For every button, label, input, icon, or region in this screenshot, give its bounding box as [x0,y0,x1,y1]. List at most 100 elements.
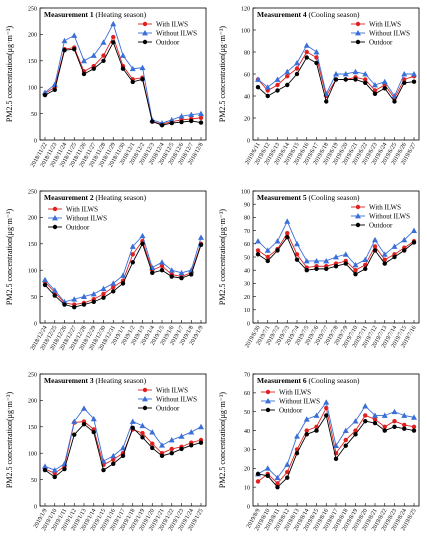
y-tick-label: 40 [244,429,250,435]
marker [285,82,290,88]
marker [285,235,290,240]
marker [372,417,378,422]
marker [411,424,417,429]
y-tick-label: 90 [244,203,250,209]
y-tick-label: 100 [28,452,37,458]
marker [343,261,348,266]
marker [169,451,174,456]
marker [255,248,261,253]
marker [355,204,361,210]
marker [265,473,270,479]
y-tick-label: 70 [244,372,250,378]
panel-title: Measurement 5 (Cooling season) [257,193,360,202]
marker [159,259,165,265]
y-tick-label: 40 [244,269,250,275]
y-tick-label: 0 [247,138,250,144]
marker [101,291,106,297]
y-tick-label: 250 [28,6,37,12]
legend-label: With ILWS [369,204,401,212]
marker [159,123,165,128]
marker [168,437,175,443]
legend-label: Without ILWS [66,215,107,223]
marker [304,268,309,273]
marker [323,257,330,264]
legend-label: Outdoor [369,222,393,230]
marker [355,30,361,36]
title-season: (Cooling season) [309,10,361,19]
series-line [44,235,202,303]
marker [51,467,58,473]
marker [189,272,194,277]
marker [159,268,165,273]
marker [101,58,106,63]
y-axis-label: PM2.5 concentration(μg·m⁻³) [218,392,227,489]
marker [314,266,319,272]
marker [324,413,329,418]
marker [81,57,87,64]
marker [169,120,174,126]
title-main: Measurement 1 [44,10,94,19]
marker [51,287,58,293]
marker [313,257,320,264]
marker [294,257,300,262]
marker [294,60,300,66]
y-tick-label: 50 [244,410,250,416]
marker [198,423,204,430]
marker [411,71,417,77]
marker [284,461,291,467]
marker [101,467,106,473]
marker [120,66,126,71]
marker [142,30,148,36]
panel: 0501001502002502018/11/222018/11/232018/… [5,6,207,168]
y-tick-label: 50 [31,295,37,301]
y-tick-label: 80 [244,216,250,222]
title-season: (Heating season) [96,10,147,19]
marker [159,263,165,269]
marker [372,412,378,418]
marker [294,433,300,439]
marker [61,37,68,44]
marker [198,234,204,240]
marker [314,428,319,433]
marker [352,261,359,268]
marker [72,304,77,310]
y-tick-label: 0 [247,504,250,510]
marker [274,76,281,82]
marker [139,64,146,71]
marker [362,256,369,263]
marker [130,79,135,85]
marker [90,415,97,422]
marker [294,252,300,257]
marker [52,206,58,212]
panel: 0102030405060702019/8/92019/8/102019/8/1… [218,372,420,532]
marker [129,243,136,249]
marker [120,52,126,58]
y-axis-label: PM2.5 concentration(μg·m⁻³) [218,209,227,306]
marker [142,405,148,411]
marker [130,260,135,265]
marker [168,116,175,123]
title-main: Measurement 5 [257,193,307,202]
marker [355,39,361,45]
title-main: Measurement 4 [257,10,307,19]
marker [101,295,106,300]
marker [314,60,319,66]
panel-title: Measurement 4 (Cooling season) [257,10,360,19]
legend-label: With ILWS [156,387,188,395]
y-tick-label: 0 [247,321,250,327]
marker [42,467,48,473]
marker [355,222,361,228]
y-tick-label: 120 [241,6,250,12]
marker [333,254,339,260]
y-tick-label: 200 [28,399,37,405]
marker [392,418,397,424]
marker [342,71,349,77]
marker [142,387,148,393]
panel: 0501001502002502018/12/242018/12/252018/… [5,189,207,352]
marker [304,49,309,55]
marker [392,424,397,429]
y-tick-label: 150 [28,242,37,248]
legend-label: Outdoor [156,405,180,413]
y-tick-label: 100 [241,189,250,195]
marker [372,248,378,253]
